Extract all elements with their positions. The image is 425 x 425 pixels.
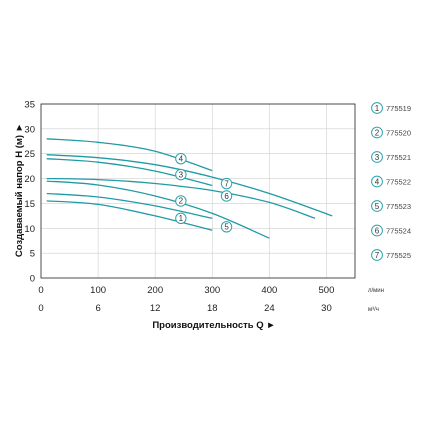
x-axis-title: Производительность Q ► <box>152 320 275 331</box>
legend-marker-circle <box>371 126 383 139</box>
y-tick-label: 20 <box>24 174 35 185</box>
legend-marker-circle <box>371 175 383 188</box>
x-tick-label: 0 <box>38 285 43 296</box>
x2-tick-label: 18 <box>207 303 218 314</box>
x2-tick-label: 12 <box>150 303 161 314</box>
legend-marker-number: 5 <box>375 202 380 211</box>
series-curves <box>46 138 333 239</box>
legend-marker-number: 2 <box>375 128 380 137</box>
series-line-775521 <box>46 158 213 187</box>
x2-tick-label: 6 <box>95 303 100 314</box>
x-tick-label: 300 <box>204 285 220 296</box>
curve-marker-label: 5 <box>224 223 229 232</box>
curve-marker-circle <box>175 212 187 225</box>
legend-marker-circle <box>371 200 383 212</box>
y-tick-label: 25 <box>24 149 35 160</box>
legend-marker-number: 1 <box>375 104 380 113</box>
x-unit-primary: л/мин <box>368 288 384 294</box>
legend-marker-number: 3 <box>375 153 380 162</box>
curve-marker-circle <box>175 168 187 181</box>
legend-marker-circle <box>371 102 383 114</box>
x-tick-label: 200 <box>147 285 163 296</box>
x-tick-label: 100 <box>90 285 106 296</box>
legend-marker-number: 6 <box>375 226 380 235</box>
legend: 1 775519 2 775520 3 775521 4 775522 5 775523 6 7755… <box>371 102 411 261</box>
curve-marker-circle <box>220 190 233 202</box>
legend-entry-label: 775521 <box>386 153 411 162</box>
x-tick-label: 500 <box>319 285 335 296</box>
legend-entry-label: 775522 <box>386 177 411 186</box>
curve-marker-label: 1 <box>179 214 184 223</box>
curve-marker-label: 2 <box>179 197 184 206</box>
legend-entry-label: 775524 <box>386 226 411 235</box>
series-line-775520 <box>46 192 213 219</box>
curve-marker-label: 3 <box>179 170 184 179</box>
series-line-775524 <box>46 177 316 219</box>
y-tick-label: 35 <box>24 100 35 111</box>
legend-entry-label: 775525 <box>386 251 411 260</box>
curve-markers: 1 2 3 4 5 6 7 <box>175 152 233 233</box>
series-line-775519 <box>46 200 213 231</box>
y-tick-label: 30 <box>24 124 35 135</box>
x2-tick-label: 24 <box>264 303 275 314</box>
x2-tick-label: 30 <box>321 303 332 314</box>
curve-marker-circle <box>175 152 187 165</box>
y-tick-label: 0 <box>30 274 35 285</box>
curve-marker-label: 4 <box>179 154 184 163</box>
series-line-775523 <box>46 180 270 239</box>
series-line-775525 <box>46 154 333 217</box>
legend-marker-number: 7 <box>375 251 380 260</box>
plot-frame <box>40 103 356 279</box>
y-axis-title: Создаваемый напор H (м) ► <box>14 123 25 257</box>
curve-marker-circle <box>175 195 187 207</box>
y-tick-label: 10 <box>24 224 35 235</box>
axes <box>40 103 356 279</box>
legend-marker-circle <box>371 224 383 237</box>
curve-marker-circle <box>220 221 233 233</box>
legend-marker-circle <box>371 151 383 163</box>
legend-entry-label: 775520 <box>386 128 411 137</box>
y-tick-label: 15 <box>24 199 35 210</box>
grid <box>41 103 355 278</box>
y-tick-label: 5 <box>30 249 35 260</box>
curve-marker-label: 6 <box>224 192 229 201</box>
series-line-775522 <box>46 138 213 172</box>
legend-marker-number: 4 <box>375 177 380 186</box>
x2-tick-label: 0 <box>38 303 43 314</box>
x-unit-secondary: м³/ч <box>368 307 379 313</box>
curve-marker-label: 7 <box>224 179 229 188</box>
legend-entry-label: 775519 <box>386 104 411 113</box>
x-tick-label: 400 <box>261 285 277 296</box>
legend-marker-circle <box>371 249 383 261</box>
curve-marker-circle <box>220 177 233 190</box>
legend-entry-label: 775523 <box>386 202 411 211</box>
